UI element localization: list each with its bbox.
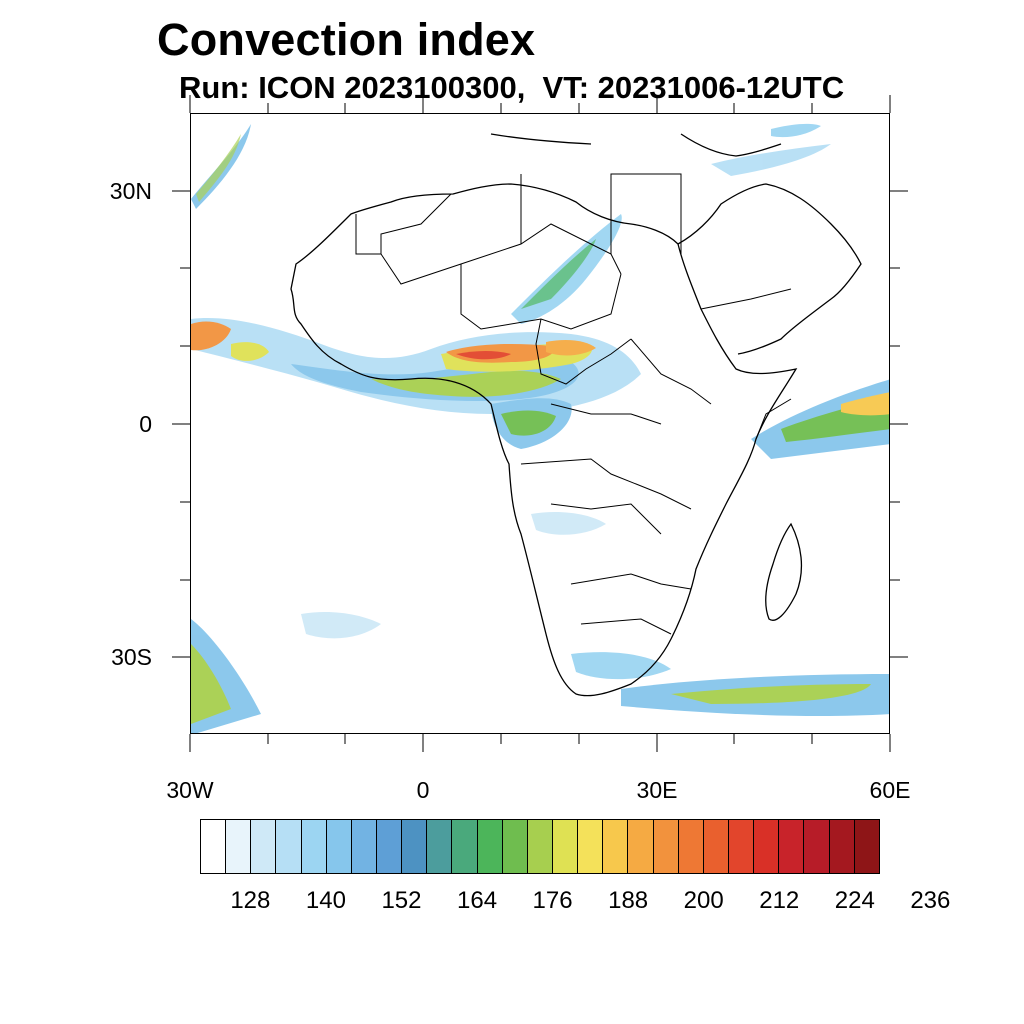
colorbar-swatch xyxy=(427,820,453,873)
lon-label-30w: 30W xyxy=(166,777,214,803)
colorbar-swatch xyxy=(552,820,579,873)
chart-subtitle: Run: ICON 2023100300, VT: 20231006-12UTC xyxy=(179,70,845,105)
colorbar-swatch xyxy=(703,820,729,873)
colorbar-swatch xyxy=(276,820,302,873)
colorbar-swatch xyxy=(804,820,830,873)
colorbar xyxy=(200,819,880,874)
country-borders xyxy=(355,173,792,635)
colorbar-label: 164 xyxy=(457,887,498,914)
colorbar-swatch xyxy=(226,820,252,873)
coastlines xyxy=(290,133,862,697)
colorbar-label: 176 xyxy=(532,887,573,914)
colorbar-swatch xyxy=(452,820,478,873)
colorbar-label: 236 xyxy=(910,887,951,914)
colorbar-swatch xyxy=(351,820,377,873)
lon-label-0: 0 xyxy=(416,777,430,803)
colorbar-label: 200 xyxy=(683,887,724,914)
map-panel xyxy=(190,113,890,734)
lat-label-30n: 30N xyxy=(109,178,152,204)
colorbar-swatch xyxy=(326,820,352,873)
colorbar-swatch xyxy=(301,820,327,873)
lon-label-60e: 60E xyxy=(869,777,911,803)
colorbar-swatch xyxy=(678,820,704,873)
colorbar-swatch xyxy=(502,820,528,873)
lat-label-30s: 30S xyxy=(111,644,152,670)
colorbar-label: 128 xyxy=(230,887,271,914)
colorbar-swatch xyxy=(754,820,780,873)
colorbar-swatch xyxy=(251,820,277,873)
colorbar-label: 140 xyxy=(305,887,346,914)
convection-field xyxy=(191,123,889,733)
colorbar-label: 212 xyxy=(759,887,800,914)
colorbar-swatch xyxy=(527,820,553,873)
chart-title: Convection index xyxy=(157,14,536,65)
colorbar-swatch xyxy=(578,820,604,873)
colorbar-label: 188 xyxy=(608,887,649,914)
colorbar-swatch xyxy=(477,820,503,873)
colorbar-swatch xyxy=(653,820,679,873)
lon-label-30e: 30E xyxy=(636,777,678,803)
lat-label-0: 0 xyxy=(139,411,152,437)
colorbar-swatch xyxy=(201,820,227,873)
colorbar-swatch xyxy=(376,820,403,873)
colorbar-swatch xyxy=(603,820,629,873)
colorbar-swatch xyxy=(854,820,879,873)
colorbar-swatch xyxy=(628,820,654,873)
colorbar-swatch xyxy=(829,820,855,873)
colorbar-swatch xyxy=(779,820,805,873)
colorbar-label: 224 xyxy=(834,887,875,914)
colorbar-swatch xyxy=(402,820,428,873)
map-svg xyxy=(191,123,889,733)
colorbar-label: 152 xyxy=(381,887,422,914)
colorbar-swatch xyxy=(728,820,755,873)
